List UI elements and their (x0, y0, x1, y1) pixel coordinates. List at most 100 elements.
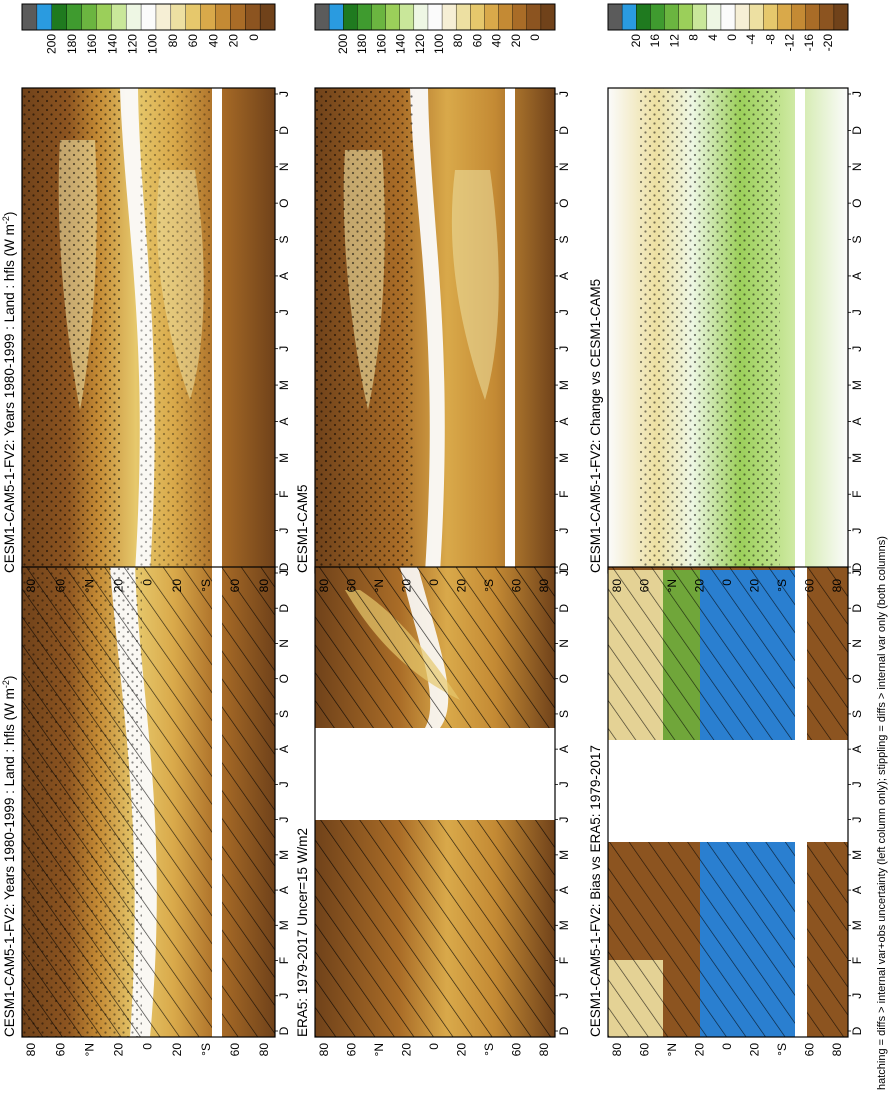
lat-tick-label: 0 (720, 1043, 734, 1050)
month-tick-label: D (277, 562, 291, 571)
colorbar-label: 8 (687, 34, 701, 41)
month-tick-label: A (850, 886, 864, 894)
colorbar-swatch (81, 3, 97, 31)
month-tick-label: M (277, 380, 291, 390)
panel-title-text: CESM1-CAM5-1-FV2: Change vs CESM1-CAM5 (588, 279, 603, 573)
month-tick-label: D (557, 1026, 571, 1035)
month-tick-label: J (850, 570, 864, 576)
lat-tick-label: 60 (345, 579, 359, 593)
month-tick-label: J (557, 346, 571, 352)
month-tick-label: J (850, 781, 864, 787)
stippling-overlay (640, 88, 780, 573)
month-tick-label: S (850, 236, 864, 244)
lat-tick-label: °N (372, 579, 386, 592)
colorbar-swatch (140, 3, 157, 31)
colorbar-label: 0 (528, 34, 542, 41)
month-tick-label: M (850, 920, 864, 930)
lat-tick-label: 60 (228, 1043, 242, 1057)
month-tick-label: A (277, 745, 291, 753)
colorbar-swatch (607, 3, 623, 31)
month-tick-label: J (277, 91, 291, 97)
panel-era5 (314, 566, 556, 1038)
colorbar-label: -12 (783, 34, 797, 52)
colorbar-swatch (185, 3, 202, 31)
month-tick-label: N (850, 639, 864, 648)
lat-tick-label: 60 (53, 579, 67, 593)
month-tick-label: D (557, 562, 571, 571)
hatching-overlay (315, 820, 555, 1037)
lat-tick-label: 60 (510, 1043, 524, 1057)
month-tick-label: J (557, 570, 571, 576)
lat-tick-label: °N (372, 1043, 386, 1056)
colorbar-label: 20 (509, 34, 523, 48)
colorbar-swatch (650, 3, 665, 31)
month-tick-label: M (557, 850, 571, 860)
month-tick-label: J (277, 346, 291, 352)
data-gap (795, 88, 805, 573)
data-contour-se-lobe (451, 170, 499, 400)
colorbar-label: 160 (374, 34, 388, 54)
colorbar-swatch (791, 3, 807, 31)
lat-tick-label: 20 (748, 579, 762, 593)
data-gap (212, 88, 222, 573)
month-tick-label: O (557, 674, 571, 683)
colorbar-mid-left: 200 180 160 140 120 100 80 60 40 20 0 (314, 3, 556, 54)
month-tick-label: D (850, 604, 864, 613)
colorbar-swatch (777, 3, 793, 31)
lat-tick-label: 80 (317, 579, 331, 593)
colorbar-swatch (748, 3, 764, 31)
colorbar-label: 120 (125, 34, 139, 54)
colorbar-label: 160 (85, 34, 99, 54)
month-tick-label: F (557, 957, 571, 964)
month-tick-label: F (277, 957, 291, 964)
lat-tick-label: °S (775, 1043, 789, 1056)
lat-tick-label: 0 (141, 1043, 155, 1050)
month-tick-label: J (277, 528, 291, 534)
colorbar-label: 0 (725, 34, 739, 41)
panel-title: CESM1-CAM5-1-FV2: Bias vs ERA5: 1979-201… (588, 745, 603, 1037)
lat-tick-label: 20 (400, 1043, 414, 1057)
colorbar-swatch (706, 3, 722, 31)
month-tick-label: J (850, 346, 864, 352)
month-tick-label: J (557, 817, 571, 823)
colorbar-frame (607, 3, 849, 31)
lat-tick-label: 60 (53, 1043, 67, 1057)
month-tick-label: J (850, 528, 864, 534)
lat-tick-label: 80 (830, 1043, 844, 1057)
lat-tick-label: 80 (830, 579, 844, 593)
month-tick-label: M (277, 920, 291, 930)
colorbar-label: 100 (432, 34, 446, 54)
colorbar-swatch (36, 3, 53, 31)
colorbar-swatch (621, 3, 637, 31)
lat-tick-label: 0 (427, 1043, 441, 1050)
colorbar-swatch (230, 3, 246, 31)
month-tick-label: F (850, 957, 864, 964)
lat-tick-label: °S (199, 1043, 213, 1056)
lat-tick-label: 20 (693, 1043, 707, 1057)
data-missing-region (315, 728, 555, 820)
colorbar-swatch (385, 3, 401, 31)
panel-title-text: CESM1-CAM5-1-FV2: Years 1980-1999 : Land… (2, 688, 17, 1037)
colorbar-swatch (111, 3, 127, 31)
month-tick-label: J (557, 781, 571, 787)
lat-tick-label: 80 (610, 579, 624, 593)
panel-title: CESM1-CAM5-1-FV2: Years 1980-1999 : Land… (1, 676, 17, 1037)
colorbar-label: -4 (744, 34, 758, 45)
colorbar-swatch (526, 3, 542, 31)
colorbar-label: 80 (166, 34, 180, 48)
panel-title-end: ) (2, 212, 17, 217)
colorbar-swatch (692, 3, 708, 31)
colorbar-label: 60 (470, 34, 484, 48)
lat-tick-label: °S (482, 1043, 496, 1056)
colorbar-swatch (763, 3, 778, 31)
lat-tick-label: 0 (141, 579, 155, 586)
month-tick-label: J (557, 309, 571, 315)
panel-model-left (21, 566, 276, 1038)
lat-tick-label: 60 (638, 579, 652, 593)
colorbar-label: 20 (629, 34, 643, 48)
month-tick-label: A (277, 417, 291, 425)
month-tick-label: M (850, 850, 864, 860)
panel-title: CESM1-CAM5 (295, 484, 310, 573)
